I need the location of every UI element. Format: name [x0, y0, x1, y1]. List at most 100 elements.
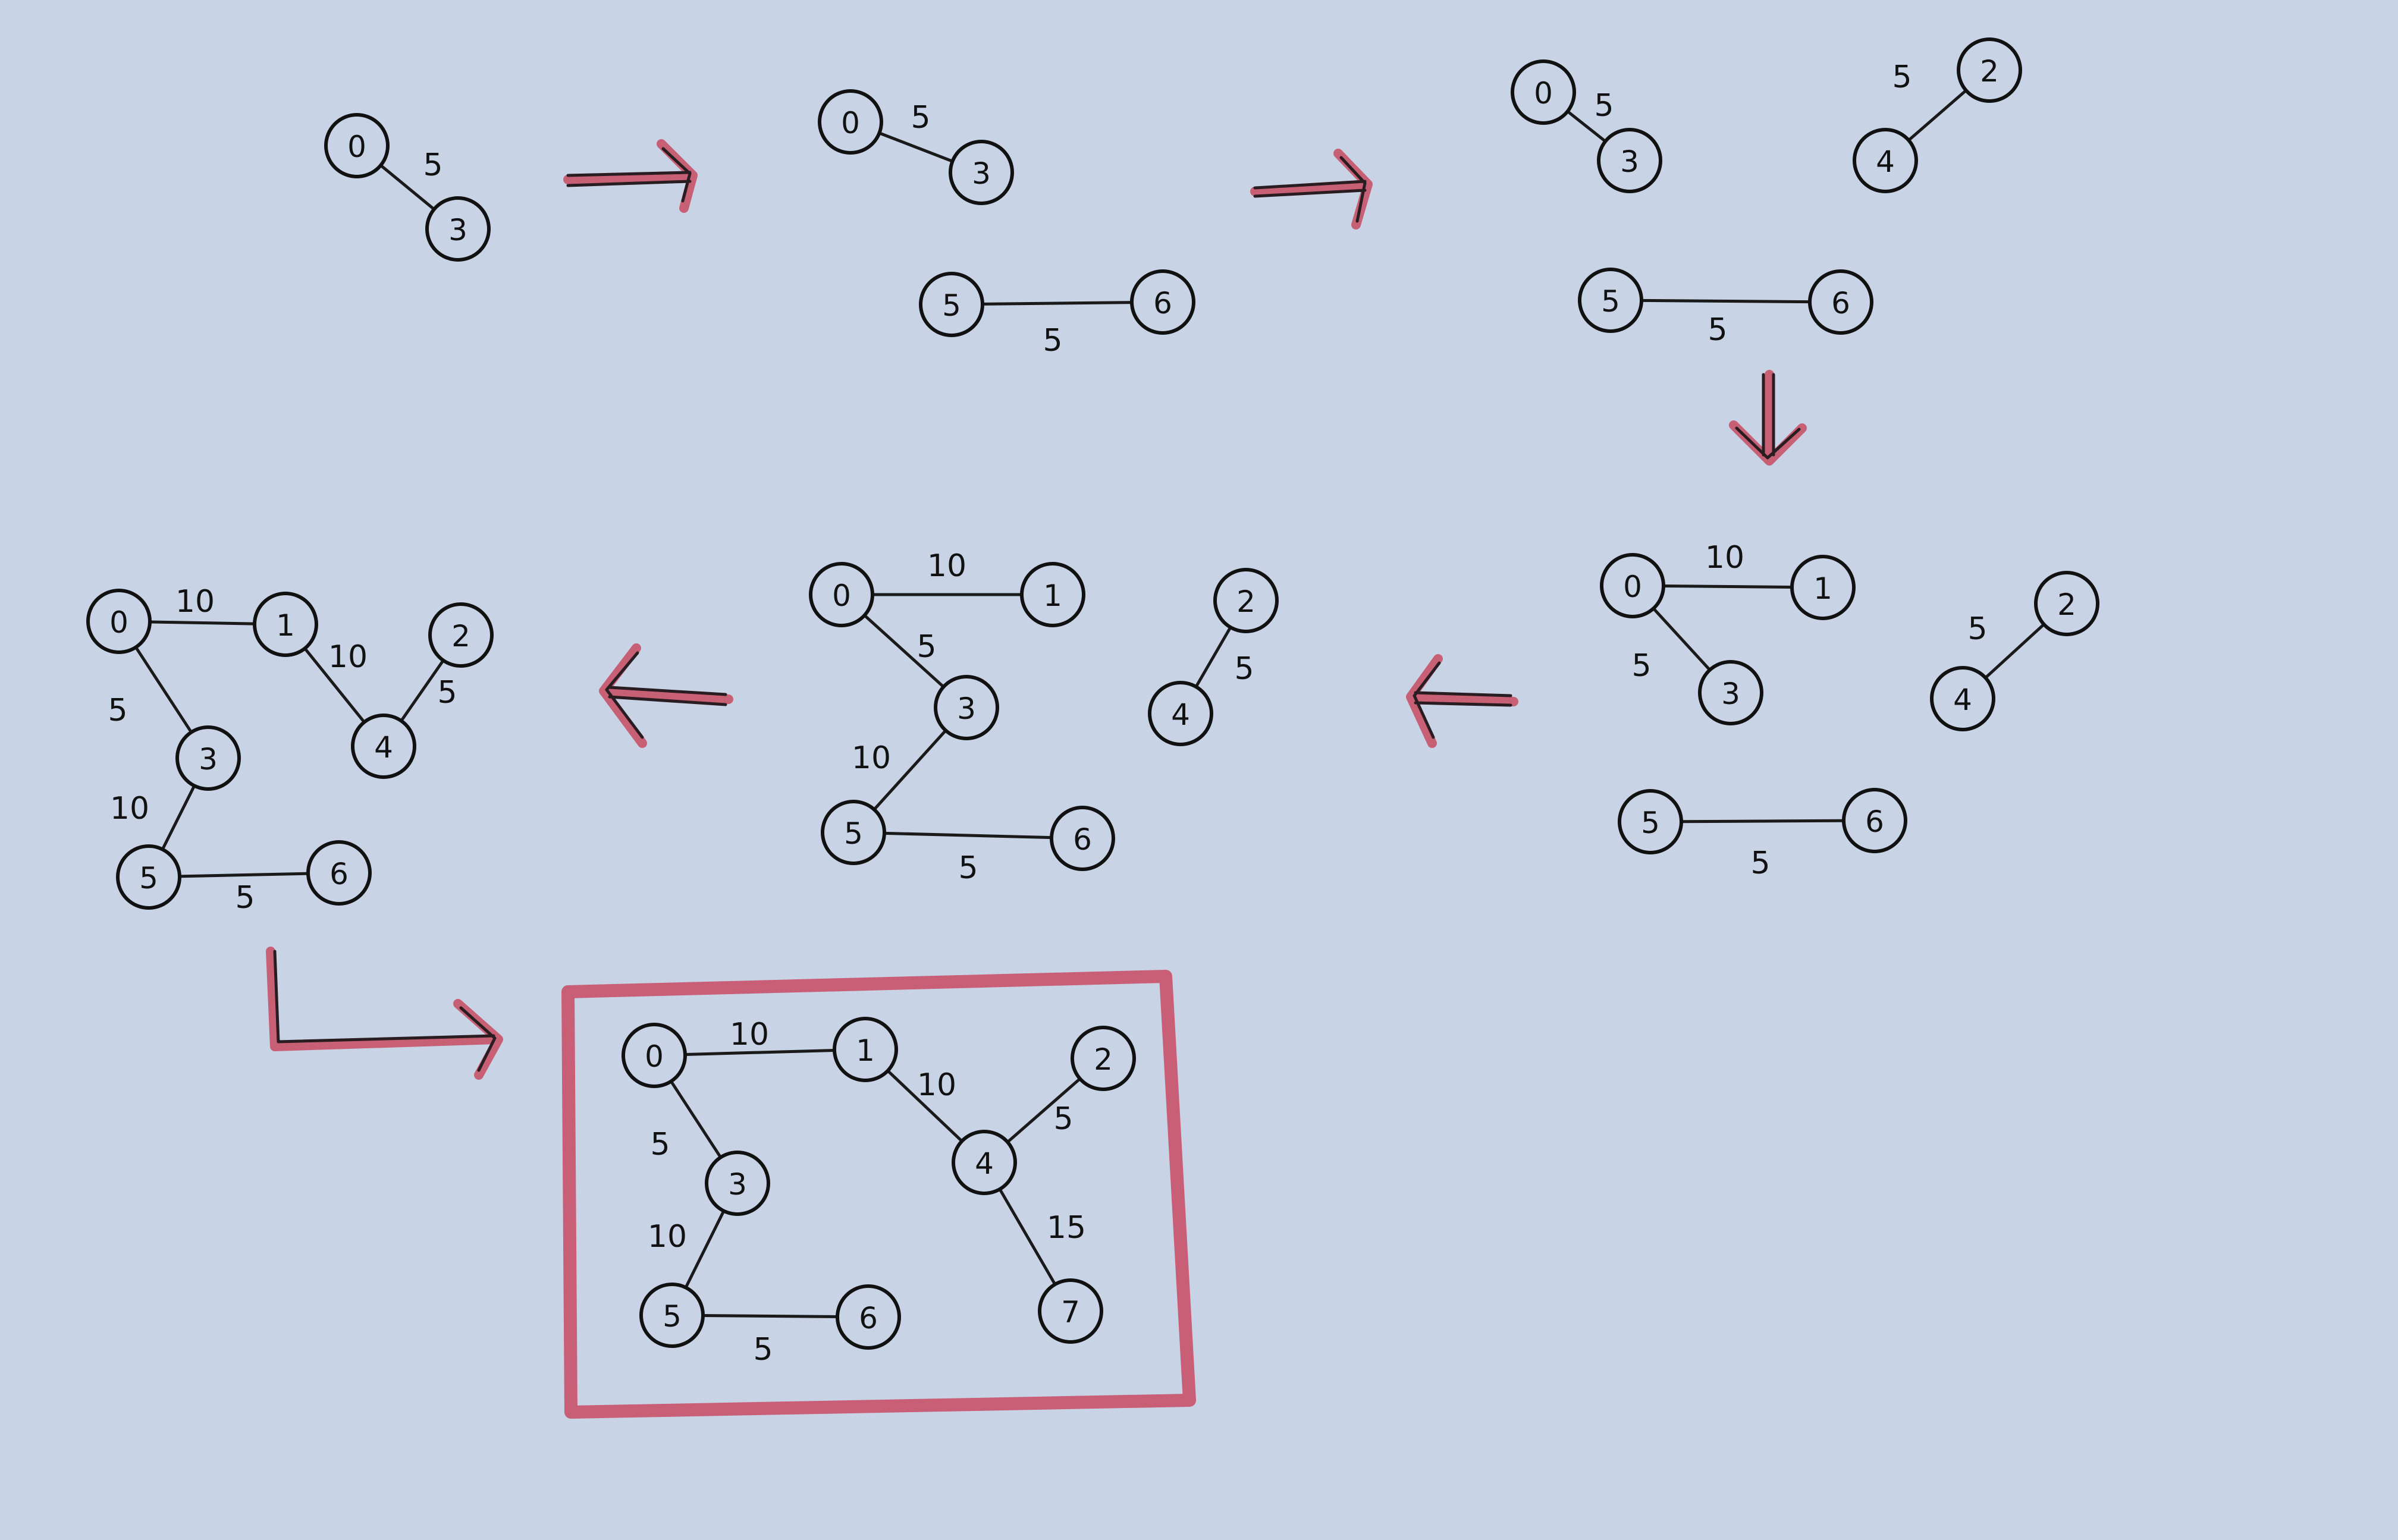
- node-circle: [1790, 555, 1856, 620]
- edge-0-3: [1652, 606, 1712, 672]
- node-circle: [1957, 37, 2022, 103]
- stage-2-graph: 5 5 0 3 5 6: [818, 89, 1195, 359]
- edge-weight-0-3: 5: [108, 693, 127, 728]
- node-circle: [1618, 789, 1683, 854]
- node-5: 5: [1618, 789, 1683, 854]
- node-6: 6: [1130, 269, 1195, 335]
- arrow-right-2: [1250, 149, 1373, 230]
- node-2: 2: [1213, 568, 1279, 633]
- node-circle: [1842, 788, 1907, 853]
- node-circle: [1930, 666, 1995, 731]
- node-label: 1: [276, 608, 295, 643]
- node-6: 6: [1808, 269, 1873, 335]
- node-4: 4: [1853, 128, 1918, 193]
- node-2: 2: [1957, 37, 2022, 103]
- node-circle: [833, 1017, 898, 1082]
- node-label: 3: [728, 1167, 747, 1202]
- node-label: 3: [448, 213, 467, 247]
- node-label: 2: [1980, 54, 1999, 89]
- node-label: 0: [347, 130, 366, 164]
- node-2: 2: [2034, 571, 2099, 636]
- node-label: 1: [1813, 571, 1832, 606]
- edge-weight-0-3: 5: [650, 1127, 670, 1162]
- node-5: 5: [639, 1283, 705, 1348]
- node-5: 5: [116, 844, 181, 910]
- edge-weight-3-5: 10: [648, 1219, 687, 1255]
- edge-weight-3-5: 10: [110, 791, 149, 826]
- node-label: 3: [972, 156, 991, 191]
- edge-4-2: [1194, 626, 1232, 689]
- node-0: 0: [1511, 59, 1576, 125]
- edge-1-4: [886, 1069, 963, 1143]
- edge-weight-5-6: 5: [753, 1332, 773, 1368]
- node-circle: [809, 562, 874, 627]
- node-circle: [253, 592, 318, 657]
- node-label: 4: [1953, 683, 1972, 717]
- node-4: 4: [1148, 681, 1213, 746]
- node-label: 7: [1061, 1295, 1080, 1330]
- node-1: 1: [253, 592, 318, 657]
- node-label: 5: [942, 288, 961, 323]
- node-label: 2: [451, 619, 470, 653]
- arrows-layer: [266, 139, 1807, 1080]
- node-circle: [1038, 1278, 1103, 1344]
- edge-0-1: [148, 620, 256, 626]
- final-result-box: [561, 970, 1196, 1419]
- edge-5-6: [178, 872, 310, 878]
- node-0: 0: [1600, 553, 1665, 618]
- node-circle: [425, 196, 491, 262]
- node-label: 5: [1641, 806, 1660, 840]
- node-6: 6: [1050, 806, 1115, 871]
- node-circle: [116, 844, 181, 910]
- node-label: 3: [1721, 677, 1740, 711]
- edge-weight-4-2: 5: [1234, 651, 1254, 687]
- node-label: 0: [645, 1039, 664, 1074]
- node-0: 0: [622, 1023, 687, 1088]
- edge-weight-5-6: 5: [235, 880, 255, 916]
- edge-0-3: [379, 164, 436, 211]
- edge-weight-1-4: 10: [328, 639, 368, 675]
- node-label: 6: [1865, 804, 1884, 839]
- node-circle: [949, 140, 1014, 205]
- edge-4-2: [1983, 623, 2046, 680]
- stage-final-graph: 10 10 5 5 10 5 15 0 1 2 3 4 5 6 7: [622, 1017, 1136, 1368]
- edge-weight-5-6: 5: [958, 850, 978, 886]
- node-2: 2: [428, 602, 494, 668]
- node-0: 0: [809, 562, 874, 627]
- arrow-left-1: [1406, 654, 1518, 748]
- node-label: 4: [975, 1146, 994, 1181]
- node-label: 5: [139, 861, 158, 895]
- edge-weight-4-2: 5: [1892, 59, 1912, 95]
- edge-weight-1-4: 10: [917, 1067, 956, 1103]
- edge-weight-4-7: 15: [1047, 1210, 1086, 1246]
- node-circle: [1148, 681, 1213, 746]
- edge-weight-3-5: 10: [852, 740, 891, 776]
- node-label: 2: [2057, 587, 2076, 622]
- node-3: 3: [934, 675, 999, 740]
- node-circle: [821, 800, 886, 865]
- node-label: 6: [1153, 286, 1172, 320]
- stage-3-graph: 5 5 5 0 3 2 4 5 6: [1511, 37, 2022, 348]
- node-circle: [175, 725, 241, 791]
- edge-5-6: [701, 1313, 839, 1319]
- node-1: 1: [833, 1017, 898, 1082]
- node-label: 6: [329, 857, 349, 891]
- node-label: 0: [1623, 570, 1642, 604]
- edge-weight-0-1: 10: [1705, 540, 1744, 576]
- arrow-left-2: [599, 643, 733, 748]
- node-label: 0: [832, 579, 851, 613]
- node-circle: [86, 589, 152, 654]
- node-4: 4: [952, 1130, 1017, 1195]
- edge-weight-4-2: 5: [1967, 611, 1987, 647]
- node-label: 5: [663, 1299, 682, 1334]
- node-circle: [1578, 268, 1643, 333]
- node-3: 3: [949, 140, 1014, 205]
- edge-4-2: [1907, 89, 1968, 142]
- node-label: 3: [199, 742, 218, 777]
- node-circle: [919, 272, 984, 337]
- edge-weight-0-1: 10: [927, 548, 966, 584]
- node-0: 0: [86, 589, 152, 654]
